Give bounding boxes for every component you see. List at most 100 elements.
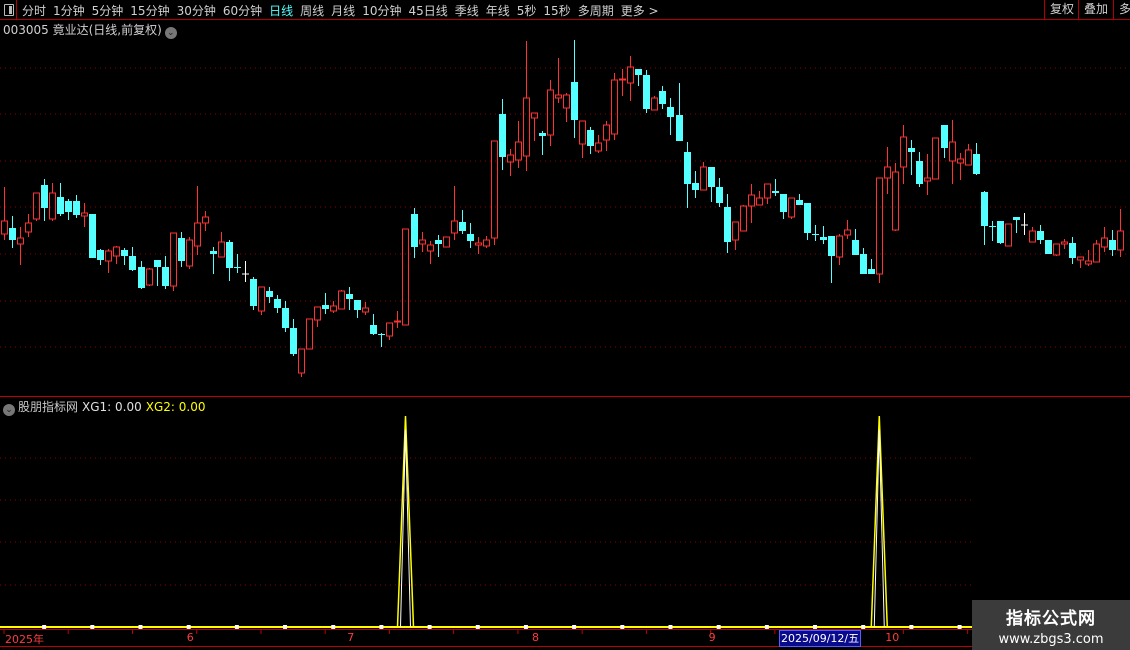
candle-up: [531, 112, 538, 119]
candle-up: [515, 141, 522, 161]
candle-up: [218, 241, 225, 258]
candle-up: [740, 205, 747, 232]
candle-down: [322, 305, 329, 309]
xg1-marker: [138, 625, 143, 629]
candle-up: [627, 66, 634, 84]
xg1-marker: [331, 625, 336, 629]
candle-down: [73, 201, 80, 215]
candle-down: [65, 201, 72, 212]
candle-up: [298, 348, 305, 374]
period-tab[interactable]: 15分钟: [130, 4, 170, 18]
xg1-marker: [668, 625, 673, 629]
candle-up: [81, 212, 88, 217]
candle-up: [451, 220, 458, 234]
candle-down: [852, 240, 859, 255]
candle-up: [1053, 243, 1060, 256]
xg1-marker: [475, 625, 480, 629]
period-tab[interactable]: 5分钟: [91, 4, 124, 18]
candle-down: [780, 194, 787, 212]
candle-down: [9, 228, 16, 240]
candle-down: [1013, 217, 1020, 220]
candle-down: [635, 69, 642, 75]
candle-up: [788, 197, 795, 218]
candle-up: [258, 286, 265, 312]
period-tab[interactable]: 周线: [300, 4, 325, 18]
xg1-marker: [813, 625, 818, 629]
candle-up: [732, 221, 739, 241]
candle-down: [941, 125, 948, 148]
candle-down: [290, 328, 297, 354]
candle-up: [1093, 243, 1100, 263]
candle-up: [547, 89, 554, 136]
candle-down: [571, 82, 578, 120]
xg2-signal-spike: [870, 415, 889, 628]
period-tab[interactable]: 15秒: [543, 4, 571, 18]
period-tab[interactable]: 多周期: [577, 4, 614, 18]
candle-up: [1061, 241, 1068, 245]
xg1-value: XG1: 0.00: [82, 400, 142, 414]
date-tick-label: 7: [347, 631, 355, 644]
candle-down: [282, 308, 289, 328]
candle-up: [844, 229, 851, 236]
period-tab[interactable]: 45日线: [408, 4, 448, 18]
date-tick-label: 6: [186, 631, 194, 644]
candle-up: [1085, 260, 1092, 265]
xg2-value: XG2: 0.00: [145, 400, 206, 414]
period-tab[interactable]: 60分钟: [222, 4, 263, 18]
candle-up: [884, 166, 891, 179]
candle-down: [643, 75, 650, 109]
candle-down: [539, 133, 546, 136]
candle-up: [523, 97, 530, 157]
period-tab[interactable]: 10分钟: [362, 4, 402, 18]
date-tick-label: 8: [531, 631, 539, 644]
overlay-button[interactable]: 叠加: [1078, 0, 1113, 19]
candle-up: [876, 177, 883, 275]
candle-down: [708, 167, 715, 187]
chevron-down-icon[interactable]: ⌄: [164, 27, 177, 39]
period-tab[interactable]: 日线: [269, 4, 294, 18]
candle-down: [916, 161, 923, 184]
period-tab[interactable]: 1分钟: [53, 4, 85, 18]
multi-button[interactable]: 多: [1113, 0, 1130, 19]
candle-down: [354, 300, 361, 310]
xg1-signal-spike: [400, 429, 411, 628]
candle-down: [226, 242, 233, 268]
chevron-down-icon[interactable]: ⌄: [3, 404, 15, 416]
period-tab[interactable]: 30分钟: [176, 4, 216, 18]
period-tab[interactable]: 月线: [331, 4, 356, 18]
panel-toggle-icon[interactable]: [0, 0, 17, 19]
period-tab[interactable]: 季线: [454, 4, 479, 18]
period-tab[interactable]: 更多 >: [620, 4, 659, 18]
candle-up: [1, 220, 8, 235]
candle-down: [266, 291, 273, 297]
xg1-marker: [523, 625, 528, 629]
candle-up: [836, 235, 843, 258]
candle-down: [1045, 240, 1052, 254]
candle-up: [186, 239, 193, 267]
watermark-url: www.zbgs3.com: [998, 632, 1104, 647]
candle-up: [748, 194, 755, 207]
candle-down: [41, 185, 48, 208]
period-tab[interactable]: 年线: [485, 4, 510, 18]
candle-down: [459, 222, 466, 231]
candle-up: [194, 222, 201, 247]
xg1-marker: [716, 625, 721, 629]
candle-down: [129, 256, 136, 270]
candle-up: [700, 166, 707, 191]
candle-down: [138, 267, 145, 288]
candle-up: [17, 237, 24, 245]
candle-doji: [242, 273, 249, 275]
candle-up: [427, 244, 434, 252]
candle-up: [105, 250, 112, 262]
adjust-button[interactable]: 复权: [1044, 0, 1079, 19]
candle-down: [796, 200, 803, 205]
date-tick-label: 10: [885, 631, 900, 644]
candle-down: [684, 152, 691, 184]
xg1-marker: [861, 625, 866, 629]
period-tab[interactable]: 分时: [22, 4, 47, 18]
period-tab[interactable]: 5秒: [516, 4, 537, 18]
candle-up: [402, 228, 409, 326]
candle-down: [1069, 243, 1076, 258]
candle-up: [330, 305, 337, 312]
